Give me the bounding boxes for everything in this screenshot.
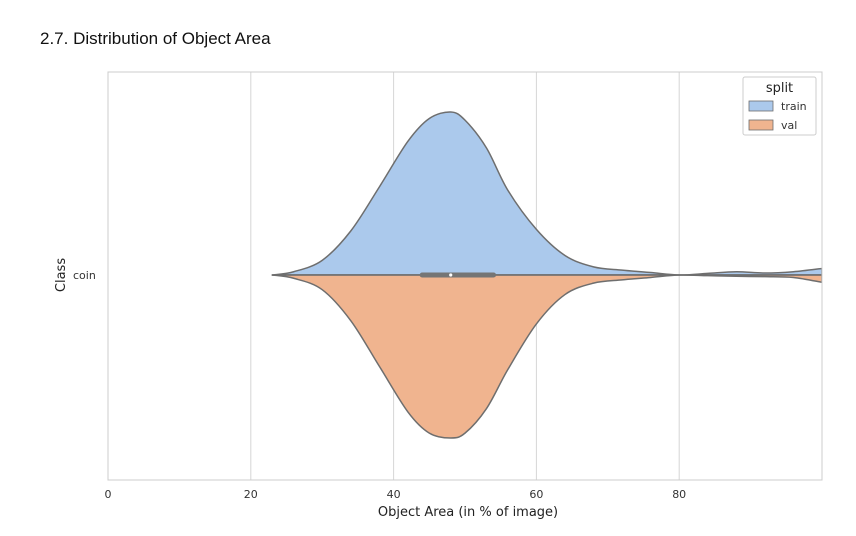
y-tick-label-coin: coin [73, 269, 96, 282]
legend-label-val: val [781, 119, 797, 132]
legend-label-train: train [781, 100, 807, 113]
y-axis-label: Class [54, 258, 69, 292]
legend-items: train val [748, 100, 807, 132]
violin-plot [271, 111, 822, 439]
legend-swatch-val [748, 119, 774, 131]
x-tick-label-40: 40 [387, 488, 401, 501]
median-marker [449, 273, 453, 277]
legend-swatch-train [748, 100, 774, 112]
legend-title: split [766, 81, 793, 96]
x-tick-labels: 0 20 40 60 80 [105, 488, 687, 501]
section-title: 2.7. Distribution of Object Area [40, 29, 271, 48]
violin-half-train [271, 111, 822, 276]
violin-half-val [271, 274, 822, 439]
x-axis-label: Object Area (in % of image) [378, 505, 558, 520]
x-tick-label-0: 0 [105, 488, 112, 501]
plot-frame [107, 71, 823, 481]
x-tick-label-60: 60 [529, 488, 543, 501]
x-tick-label-20: 20 [244, 488, 258, 501]
x-tick-label-80: 80 [672, 488, 686, 501]
legend: split train val [742, 76, 817, 136]
